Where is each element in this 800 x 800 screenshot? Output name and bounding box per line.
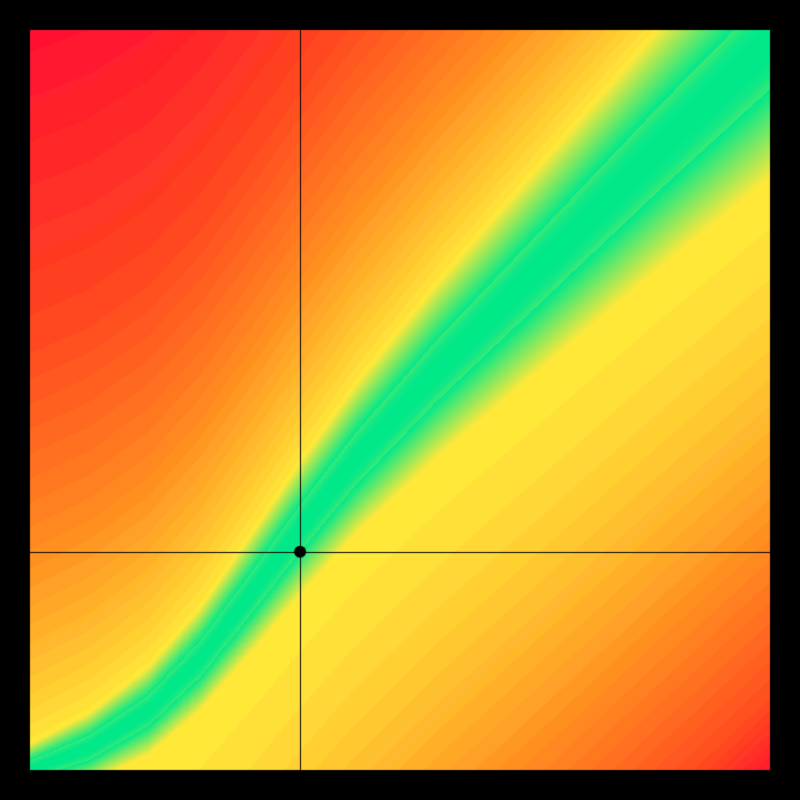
- bottleneck-heatmap: [0, 0, 800, 800]
- chart-container: TheBottleneck.com: [0, 0, 800, 800]
